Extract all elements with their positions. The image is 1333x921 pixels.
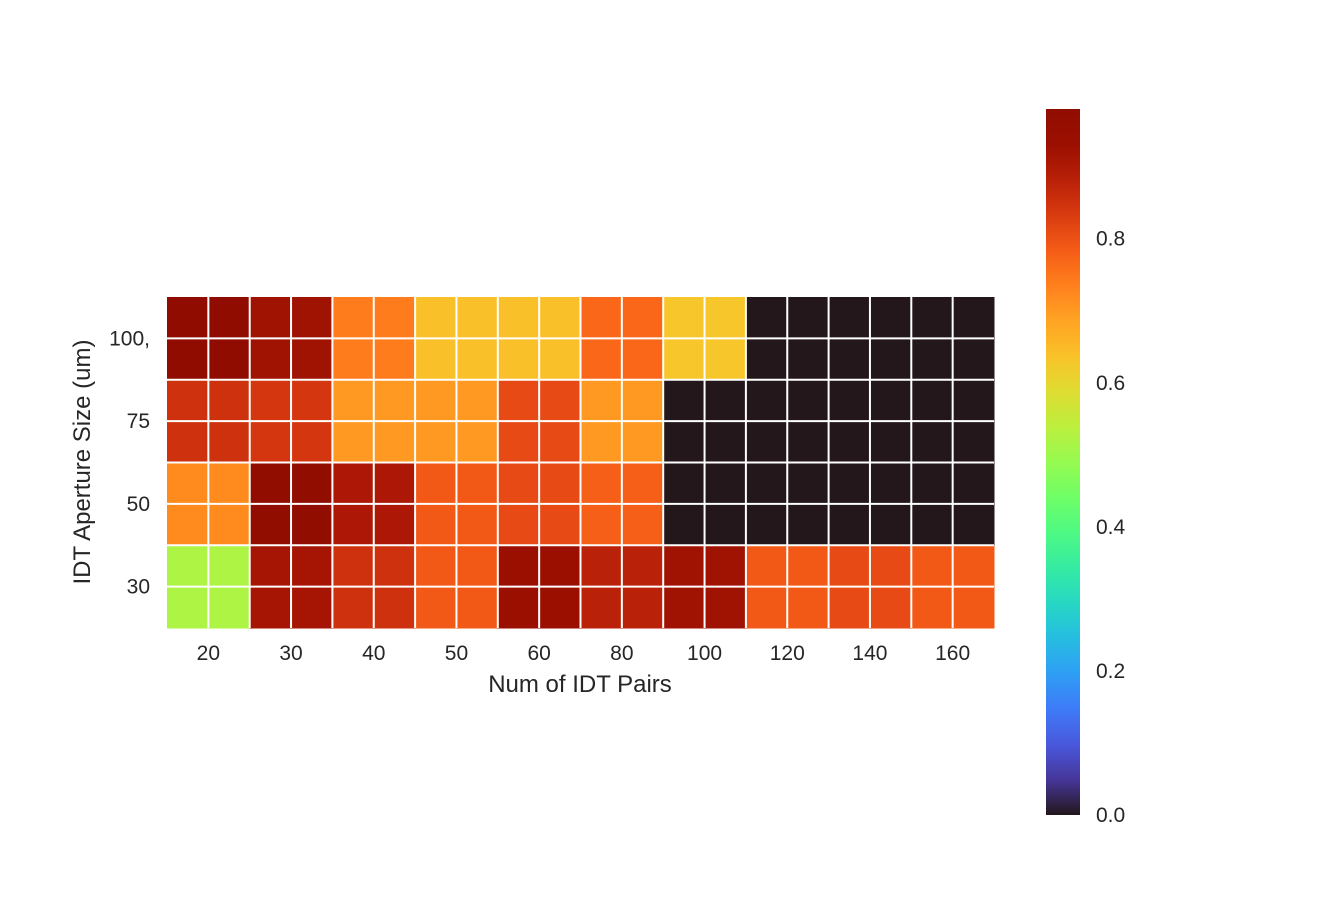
x-tick-label: 140 [852, 642, 887, 665]
x-tick-label: 50 [445, 642, 468, 665]
x-axis-label: Num of IDT Pairs [488, 671, 672, 698]
colorbar-tick-label: 0.4 [1096, 516, 1126, 539]
colorbar [1046, 109, 1080, 815]
x-tick-label: 100 [687, 642, 722, 665]
x-tick-label: 160 [935, 642, 970, 665]
colorbar-tick-label: 0.2 [1096, 660, 1125, 683]
x-tick-label: 80 [610, 642, 633, 665]
x-tick-label: 120 [770, 642, 805, 665]
x-tick-label: 60 [527, 642, 550, 665]
colorbar-tick-label: 0.0 [1096, 804, 1125, 827]
x-tick-label: 20 [197, 642, 220, 665]
x-tick-labels: 20 30 40 50 60 80 100 120 140 160 [197, 642, 971, 665]
x-tick-label: 40 [362, 642, 385, 665]
grid-lines [167, 297, 994, 628]
colorbar-tick-labels: 0.0 0.2 0.4 0.6 0.8 [1096, 228, 1126, 827]
colorbar-tick-label: 0.6 [1096, 372, 1125, 395]
y-tick-label: 50 [127, 493, 150, 516]
y-axis-label: IDT Aperture Size (um) [69, 340, 96, 585]
y-tick-label: 30 [127, 576, 150, 599]
y-tick-label: 100, [109, 327, 150, 350]
y-tick-label: 75 [127, 410, 150, 433]
x-tick-label: 30 [279, 642, 302, 665]
colorbar-tick-label: 0.8 [1096, 228, 1125, 251]
y-tick-labels: 100, 75 50 30 [109, 327, 150, 598]
